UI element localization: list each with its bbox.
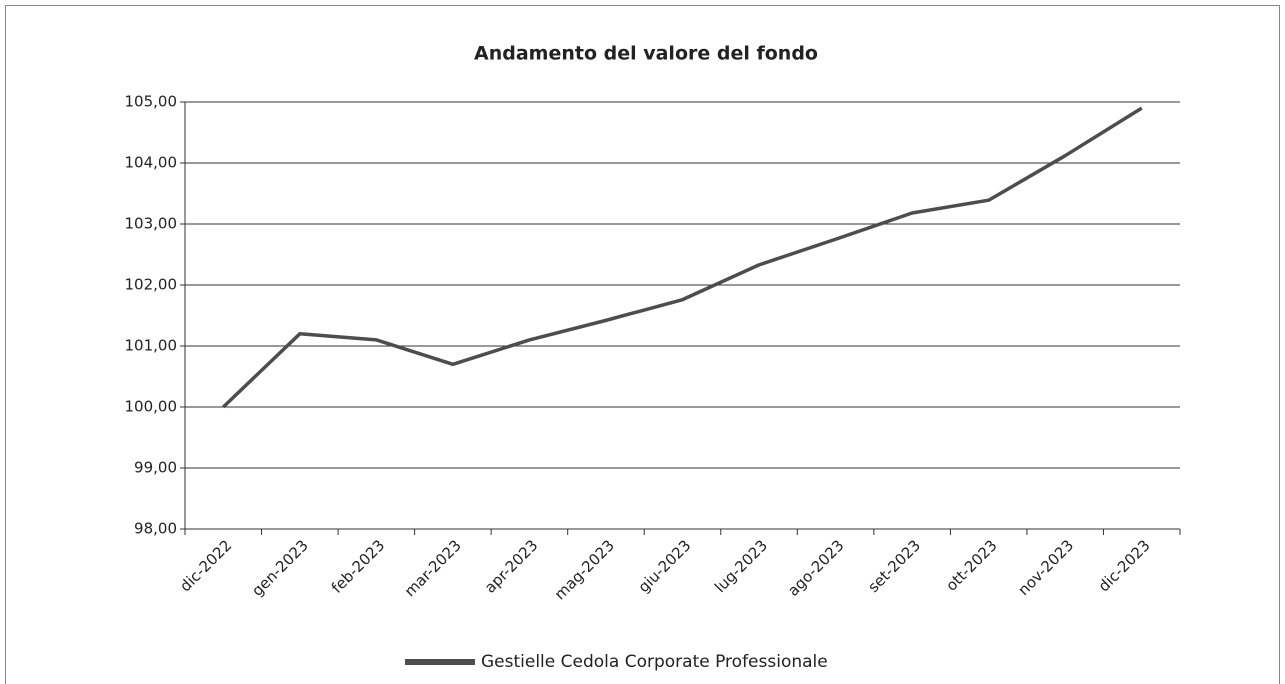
y-tick-label: 104,00: [125, 154, 178, 172]
chart-title: Andamento del valore del fondo: [474, 43, 818, 65]
y-tick-label: 102,00: [125, 276, 178, 294]
y-tick-label: 100,00: [125, 398, 178, 416]
y-tick-label: 98,00: [134, 520, 177, 538]
y-tick-label: 103,00: [125, 215, 178, 233]
legend-label: Gestielle Cedola Corporate Professionale: [481, 652, 828, 672]
y-tick-label: 99,00: [134, 459, 177, 477]
y-tick-label: 105,00: [125, 93, 178, 111]
line-series: [222, 106, 1143, 409]
chart-frame: [5, 5, 1280, 684]
y-tick-label: 101,00: [125, 337, 178, 355]
